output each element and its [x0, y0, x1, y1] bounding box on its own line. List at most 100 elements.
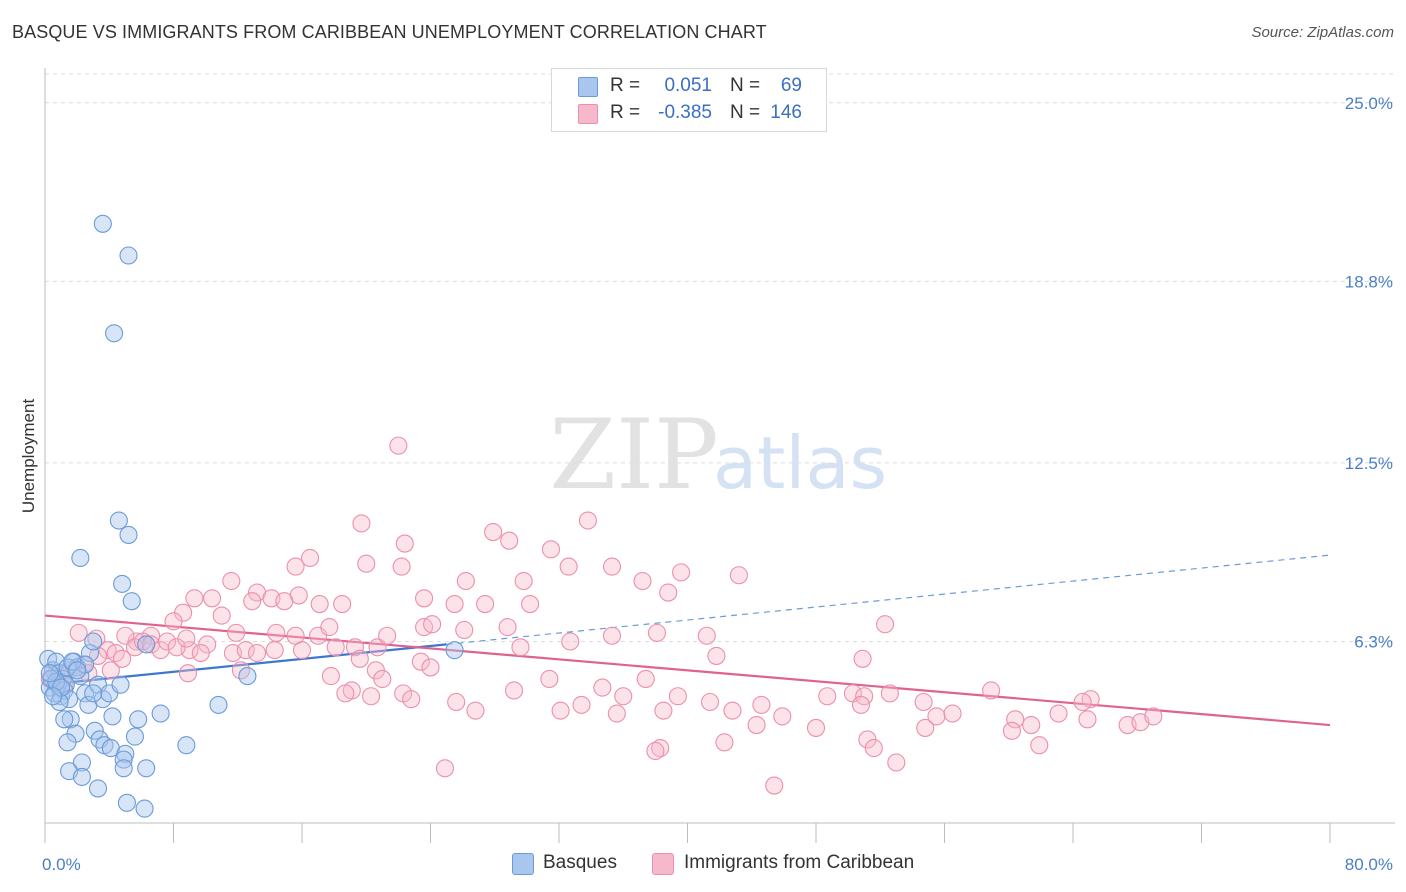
point-caribbean — [484, 522, 503, 542]
point-basques — [177, 736, 196, 755]
point-caribbean — [69, 623, 88, 642]
trend-lines — [44, 554, 1331, 727]
point-basques — [119, 525, 138, 544]
legend-swatch-basques — [578, 77, 598, 97]
legend-n-value: 69 — [780, 75, 802, 96]
point-caribbean — [1049, 704, 1068, 723]
point-basques — [68, 661, 87, 680]
point-caribbean — [373, 669, 392, 689]
point-caribbean — [943, 704, 962, 723]
point-caribbean — [818, 687, 837, 706]
point-caribbean — [636, 669, 655, 689]
point-caribbean — [456, 571, 475, 591]
point-caribbean — [504, 681, 524, 700]
point-basques — [40, 664, 59, 683]
legend-n-value: 146 — [770, 102, 802, 123]
legend-row-caribbean: R = -0.385 N = 146 — [552, 100, 826, 128]
point-caribbean — [927, 707, 946, 726]
point-basques — [114, 759, 133, 778]
point-caribbean — [101, 661, 120, 680]
point-basques — [43, 687, 63, 706]
trend-line-basques — [44, 643, 447, 686]
point-basques — [122, 592, 141, 611]
y-tick-label: 18.8% — [1345, 272, 1393, 291]
point-caribbean — [659, 583, 678, 602]
y-tick-label: 6.3% — [1354, 633, 1393, 652]
point-basques — [71, 667, 90, 686]
watermark-atlas: atlas — [713, 421, 887, 505]
point-caribbean — [593, 678, 612, 697]
point-caribbean — [466, 701, 485, 720]
point-basques — [125, 727, 144, 746]
point-caribbean — [222, 571, 241, 591]
point-caribbean — [333, 595, 352, 614]
point-caribbean — [498, 618, 517, 637]
point-caribbean — [476, 595, 495, 614]
point-caribbean — [668, 687, 687, 706]
point-caribbean — [1002, 721, 1022, 740]
y-axis-label: Unemployment — [19, 399, 38, 514]
point-caribbean — [267, 623, 286, 642]
point-caribbean — [561, 632, 580, 651]
point-caribbean — [559, 557, 578, 576]
point-caribbean — [607, 704, 626, 723]
point-caribbean — [378, 626, 397, 645]
point-caribbean — [723, 701, 742, 720]
point-caribbean — [654, 701, 673, 720]
point-caribbean — [402, 690, 421, 709]
point-caribbean — [243, 592, 262, 611]
point-basques — [103, 707, 122, 726]
trend-line-basques-extension — [446, 554, 1331, 645]
point-caribbean — [389, 436, 408, 455]
point-caribbean — [227, 623, 246, 642]
point-caribbean — [747, 716, 766, 735]
trend-line-caribbean — [44, 614, 1331, 727]
point-caribbean — [916, 718, 935, 737]
legend-n-label: N = — [730, 75, 761, 96]
point-caribbean — [392, 557, 411, 576]
point-caribbean — [646, 741, 665, 761]
legend-label-caribbean: Immigrants from Caribbean — [684, 852, 915, 873]
point-caribbean — [765, 776, 784, 795]
point-caribbean — [614, 687, 633, 706]
point-caribbean — [540, 669, 559, 689]
point-caribbean — [511, 638, 530, 657]
point-caribbean — [887, 753, 906, 772]
point-basques — [151, 704, 170, 723]
point-caribbean — [158, 632, 177, 651]
point-caribbean — [602, 626, 622, 645]
point-basques — [55, 710, 74, 729]
point-caribbean — [178, 664, 198, 683]
point-caribbean — [982, 681, 1001, 700]
point-caribbean — [447, 692, 466, 712]
legend-label-basques: Basques — [543, 852, 617, 873]
point-caribbean — [191, 643, 210, 663]
point-basques — [111, 675, 130, 694]
x-tick-label-start: 0.0% — [42, 855, 81, 874]
point-caribbean — [421, 658, 440, 677]
point-caribbean — [247, 643, 267, 663]
point-basques — [84, 684, 103, 703]
point-caribbean — [357, 554, 376, 573]
watermark: ZIP atlas — [549, 399, 887, 511]
point-caribbean — [806, 718, 826, 737]
point-caribbean — [1022, 716, 1041, 735]
point-caribbean — [236, 641, 255, 660]
point-caribbean — [602, 557, 622, 576]
y-tick-label: 25.0% — [1345, 94, 1393, 113]
point-basques — [119, 246, 138, 265]
point-caribbean — [286, 557, 305, 576]
point-basques — [209, 695, 228, 714]
legend-n-label: N = — [730, 102, 761, 123]
point-caribbean — [697, 626, 716, 645]
point-caribbean — [880, 684, 899, 703]
point-basques — [61, 710, 80, 729]
point-caribbean — [572, 695, 591, 714]
point-caribbean — [185, 589, 204, 608]
point-caribbean — [321, 667, 340, 686]
point-caribbean — [672, 563, 691, 582]
point-caribbean — [1006, 710, 1025, 729]
point-caribbean — [362, 687, 381, 706]
point-basques — [135, 799, 154, 818]
gridlines — [45, 73, 1395, 643]
